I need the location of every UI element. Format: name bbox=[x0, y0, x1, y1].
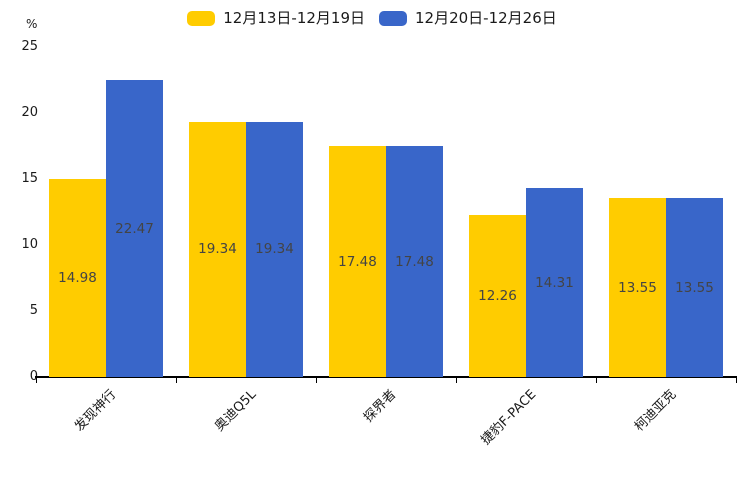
bar-value-label: 19.34 bbox=[255, 241, 294, 258]
bar-week1: 12.26 bbox=[469, 215, 526, 377]
bar-value-label: 17.48 bbox=[338, 253, 377, 270]
y-axis-unit-label: % bbox=[26, 17, 38, 31]
bar-value-label: 14.98 bbox=[58, 270, 97, 287]
bar-week1: 14.98 bbox=[49, 179, 106, 377]
legend-swatch-week1 bbox=[187, 10, 216, 26]
x-category-label: 探界者 bbox=[361, 387, 400, 426]
x-category-label: 发现神行 bbox=[71, 387, 120, 435]
legend-item-week1: 12月13日-12月19日 bbox=[187, 8, 365, 28]
legend-item-week2: 12月20日-12月26日 bbox=[379, 8, 557, 28]
bar-week1: 13.55 bbox=[609, 198, 666, 377]
y-tick-label: 20 bbox=[21, 105, 38, 120]
bar-value-label: 12.26 bbox=[478, 288, 517, 305]
legend-label-week1: 12月13日-12月19日 bbox=[223, 9, 365, 27]
x-axis-tick bbox=[316, 378, 317, 383]
bar-value-label: 19.34 bbox=[198, 241, 237, 258]
x-axis-tick bbox=[596, 378, 597, 383]
y-tick-label: 10 bbox=[21, 237, 38, 252]
y-tick-label: 5 bbox=[29, 303, 38, 318]
bar-value-label: 13.55 bbox=[618, 279, 657, 296]
bar-week1: 17.48 bbox=[329, 146, 386, 377]
bar-value-label: 14.31 bbox=[535, 274, 574, 291]
bar-value-label: 22.47 bbox=[115, 220, 154, 237]
bar-value-label: 17.48 bbox=[395, 253, 434, 270]
y-tick-label: 25 bbox=[21, 39, 38, 54]
x-axis-line bbox=[35, 376, 737, 378]
x-axis-tick bbox=[176, 378, 177, 383]
y-tick-label: 15 bbox=[21, 171, 38, 186]
x-axis-tick bbox=[456, 378, 457, 383]
legend-swatch-week2 bbox=[379, 10, 407, 26]
bar-week2: 14.31 bbox=[526, 188, 583, 377]
x-category-label: 奥迪Q5L bbox=[212, 387, 260, 435]
x-axis-tick bbox=[736, 378, 737, 383]
bar-value-label: 13.55 bbox=[675, 279, 714, 296]
bar-week2: 22.47 bbox=[106, 80, 163, 377]
bar-week2: 17.48 bbox=[386, 146, 443, 377]
bar-week2: 13.55 bbox=[666, 198, 723, 377]
x-category-label: 捷豹F-PACE bbox=[478, 387, 540, 449]
bar-week1: 19.34 bbox=[189, 121, 246, 377]
legend: 12月13日-12月19日 12月20日-12月26日 bbox=[0, 8, 744, 28]
x-axis-tick bbox=[36, 378, 37, 383]
legend-label-week2: 12月20日-12月26日 bbox=[415, 9, 557, 27]
x-category-label: 柯迪亚克 bbox=[631, 387, 680, 435]
bar-week2: 19.34 bbox=[246, 121, 303, 377]
y-tick-label: 0 bbox=[29, 369, 38, 384]
